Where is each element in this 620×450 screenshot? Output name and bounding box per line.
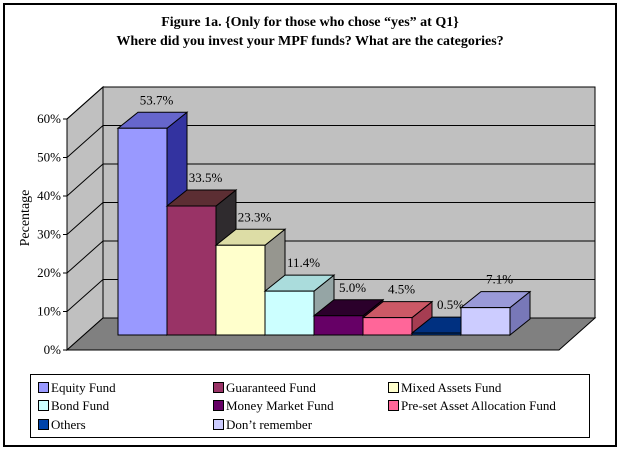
legend-item: Guaranteed Fund <box>213 380 388 395</box>
legend-swatch <box>388 381 399 393</box>
y-tick-label: 20% <box>37 265 61 280</box>
grid-diagonal <box>66 125 104 158</box>
legend-swatch <box>213 381 224 393</box>
y-tick-label: 10% <box>37 304 61 319</box>
y-tick-label: 0% <box>44 342 62 357</box>
legend-swatch <box>388 400 399 412</box>
bar-value-label: 5.0% <box>339 280 366 295</box>
bar-value-label: 11.4% <box>287 255 320 270</box>
bar-value-label: 0.5% <box>437 297 464 312</box>
legend-item: Others <box>38 417 213 432</box>
bar-front <box>313 315 364 336</box>
legend-swatch <box>38 419 49 431</box>
legend-item: Bond Fund <box>38 398 213 413</box>
bar-front <box>264 290 315 336</box>
y-tick-label: 30% <box>37 227 61 242</box>
legend-swatch <box>213 419 224 431</box>
bar-value-label: 23.3% <box>238 209 272 224</box>
grid-diagonal <box>66 86 104 120</box>
bar-value-label: 7.1% <box>486 272 513 287</box>
legend-item: Pre-set Asset Allocation Fund <box>388 398 587 413</box>
bar-value-label: 33.5% <box>189 170 223 185</box>
grid-diagonal <box>66 279 104 312</box>
legend-swatch <box>38 381 49 393</box>
bar-front <box>117 127 168 336</box>
bar-value-label: 4.5% <box>388 282 415 297</box>
chart-title-line2: Where did you invest your MPF funds? Wha… <box>116 34 504 49</box>
bar-value-label: 53.7% <box>140 92 174 107</box>
grid-diagonal <box>66 163 104 197</box>
legend-swatch <box>38 400 49 412</box>
legend-label: Others <box>51 417 86 433</box>
legend-label: Mixed Assets Fund <box>401 379 502 395</box>
bar-front <box>362 317 413 336</box>
legend-label: Pre-set Asset Allocation Fund <box>401 398 556 414</box>
grid-diagonal <box>66 202 104 235</box>
legend: Equity Fund Guaranteed Fund Mixed Assets F… <box>30 374 590 438</box>
legend-item: Equity Fund <box>38 380 213 395</box>
y-tick-label: 50% <box>37 150 61 165</box>
bar-front <box>215 244 266 336</box>
y-tick-label: 40% <box>37 188 61 203</box>
legend-item: Don’t remember <box>213 417 388 432</box>
bar-front <box>460 307 511 336</box>
legend-item: Mixed Assets Fund <box>388 380 587 395</box>
legend-label: Guaranteed Fund <box>226 379 316 395</box>
legend-label: Money Market Fund <box>226 398 334 414</box>
legend-label: Bond Fund <box>51 398 110 414</box>
bar-front <box>166 205 217 336</box>
bar-front <box>411 332 462 336</box>
legend-swatch <box>213 400 224 412</box>
grid-diagonal <box>66 240 104 274</box>
legend-label: Don’t remember <box>226 417 313 433</box>
legend-label: Equity Fund <box>51 379 116 395</box>
legend-item: Money Market Fund <box>213 398 388 413</box>
chart-title-line1: Figure 1a. {Only for those who chose “ye… <box>161 15 459 30</box>
y-tick-label: 60% <box>37 111 61 126</box>
chart-title: Figure 1a. {Only for those who chose “ye… <box>0 13 620 51</box>
